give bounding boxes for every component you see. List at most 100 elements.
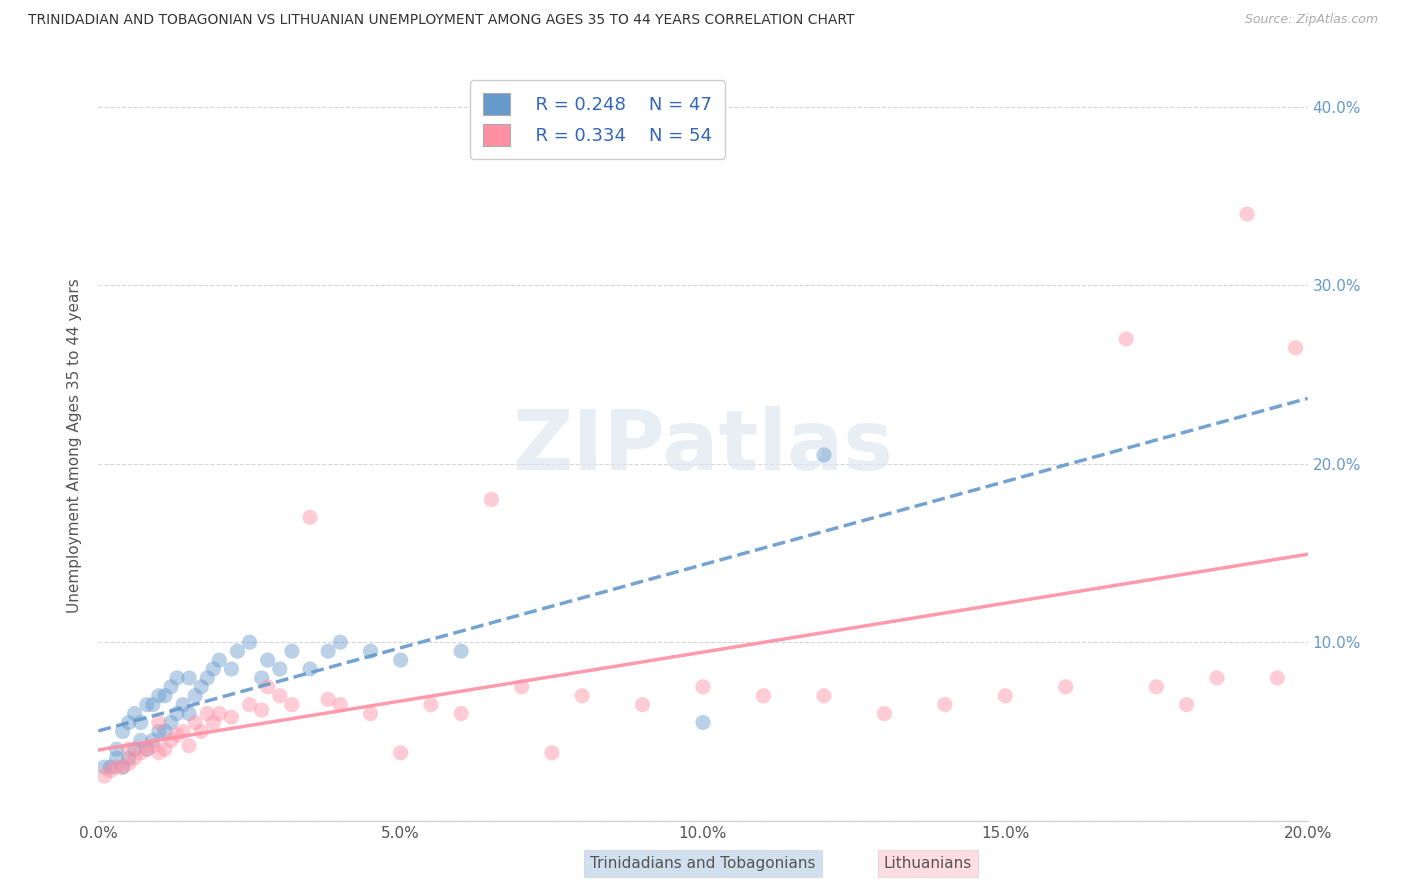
Point bbox=[118, 742, 141, 756]
Point bbox=[100, 764, 122, 778]
Point bbox=[221, 662, 243, 676]
Point bbox=[118, 756, 141, 771]
Point bbox=[190, 724, 212, 739]
Point bbox=[389, 653, 412, 667]
Point bbox=[510, 680, 533, 694]
Point bbox=[329, 698, 352, 712]
Point bbox=[299, 662, 322, 676]
Point bbox=[148, 715, 170, 730]
Point bbox=[105, 760, 128, 774]
Point bbox=[118, 751, 141, 765]
Point bbox=[481, 492, 503, 507]
Point bbox=[172, 698, 194, 712]
Point bbox=[813, 689, 835, 703]
Point bbox=[281, 644, 304, 658]
Point bbox=[208, 706, 231, 721]
Point bbox=[142, 739, 165, 753]
Point bbox=[329, 635, 352, 649]
Point bbox=[111, 760, 134, 774]
Point bbox=[813, 448, 835, 462]
Point bbox=[195, 671, 218, 685]
Point bbox=[226, 644, 249, 658]
Point bbox=[1284, 341, 1306, 355]
Point bbox=[873, 706, 896, 721]
Point bbox=[631, 698, 654, 712]
Point bbox=[166, 706, 188, 721]
Point bbox=[124, 706, 146, 721]
Point bbox=[269, 662, 291, 676]
Point bbox=[202, 715, 225, 730]
Point bbox=[1054, 680, 1077, 694]
Point bbox=[239, 635, 262, 649]
Point bbox=[450, 644, 472, 658]
Point bbox=[135, 742, 157, 756]
Point bbox=[316, 692, 339, 706]
Point bbox=[540, 746, 562, 760]
Point bbox=[299, 510, 322, 524]
Point bbox=[135, 742, 157, 756]
Point bbox=[316, 644, 339, 658]
Point bbox=[256, 680, 278, 694]
Point bbox=[129, 733, 152, 747]
Point bbox=[1267, 671, 1289, 685]
Point bbox=[93, 760, 115, 774]
Point bbox=[93, 769, 115, 783]
Point bbox=[281, 698, 304, 712]
Point bbox=[692, 715, 714, 730]
Text: Lithuanians: Lithuanians bbox=[884, 856, 972, 871]
Point bbox=[752, 689, 775, 703]
Point bbox=[190, 680, 212, 694]
Point bbox=[160, 733, 183, 747]
Point bbox=[124, 751, 146, 765]
Point bbox=[420, 698, 443, 712]
Point bbox=[129, 715, 152, 730]
Point bbox=[135, 698, 157, 712]
Point bbox=[256, 653, 278, 667]
Point bbox=[202, 662, 225, 676]
Text: Trinidadians and Tobagonians: Trinidadians and Tobagonians bbox=[591, 856, 815, 871]
Point bbox=[142, 698, 165, 712]
Point bbox=[111, 760, 134, 774]
Point bbox=[1206, 671, 1229, 685]
Legend:   R = 0.248    N = 47,   R = 0.334    N = 54: R = 0.248 N = 47, R = 0.334 N = 54 bbox=[470, 80, 725, 159]
Point bbox=[389, 746, 412, 760]
Point bbox=[166, 728, 188, 742]
Point bbox=[179, 739, 201, 753]
Point bbox=[153, 689, 176, 703]
Point bbox=[166, 671, 188, 685]
Point bbox=[153, 724, 176, 739]
Point bbox=[179, 671, 201, 685]
Point bbox=[100, 760, 122, 774]
Point bbox=[450, 706, 472, 721]
Point bbox=[195, 706, 218, 721]
Point bbox=[148, 689, 170, 703]
Point bbox=[994, 689, 1017, 703]
Point bbox=[148, 746, 170, 760]
Point bbox=[269, 689, 291, 703]
Y-axis label: Unemployment Among Ages 35 to 44 years: Unemployment Among Ages 35 to 44 years bbox=[67, 278, 83, 614]
Point bbox=[142, 733, 165, 747]
Point bbox=[172, 724, 194, 739]
Point bbox=[1175, 698, 1198, 712]
Point bbox=[153, 742, 176, 756]
Point bbox=[250, 703, 273, 717]
Point bbox=[250, 671, 273, 685]
Point bbox=[184, 715, 207, 730]
Point bbox=[111, 724, 134, 739]
Point bbox=[184, 689, 207, 703]
Text: Source: ZipAtlas.com: Source: ZipAtlas.com bbox=[1244, 13, 1378, 27]
Point bbox=[160, 715, 183, 730]
Point bbox=[179, 706, 201, 721]
Point bbox=[124, 742, 146, 756]
Text: ZIPatlas: ZIPatlas bbox=[513, 406, 893, 486]
Point bbox=[239, 698, 262, 712]
Point bbox=[934, 698, 956, 712]
Text: TRINIDADIAN AND TOBAGONIAN VS LITHUANIAN UNEMPLOYMENT AMONG AGES 35 TO 44 YEARS : TRINIDADIAN AND TOBAGONIAN VS LITHUANIAN… bbox=[28, 13, 855, 28]
Point bbox=[692, 680, 714, 694]
Point bbox=[1236, 207, 1258, 221]
Point bbox=[105, 742, 128, 756]
Point bbox=[118, 715, 141, 730]
Point bbox=[360, 644, 382, 658]
Point bbox=[571, 689, 593, 703]
Point bbox=[360, 706, 382, 721]
